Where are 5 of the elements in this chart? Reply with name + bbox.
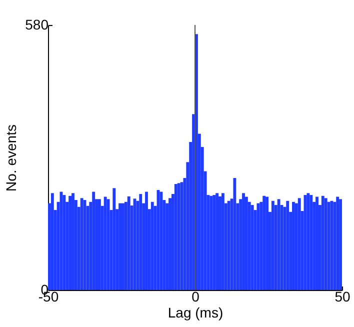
x-tick-label: 0 [192,288,200,304]
y-tick-label: 580 [25,16,49,32]
x-tick-label: 50 [334,288,350,304]
x-axis-title: Lag (ms) [168,304,224,320]
y-axis-title: No. events [3,124,20,192]
